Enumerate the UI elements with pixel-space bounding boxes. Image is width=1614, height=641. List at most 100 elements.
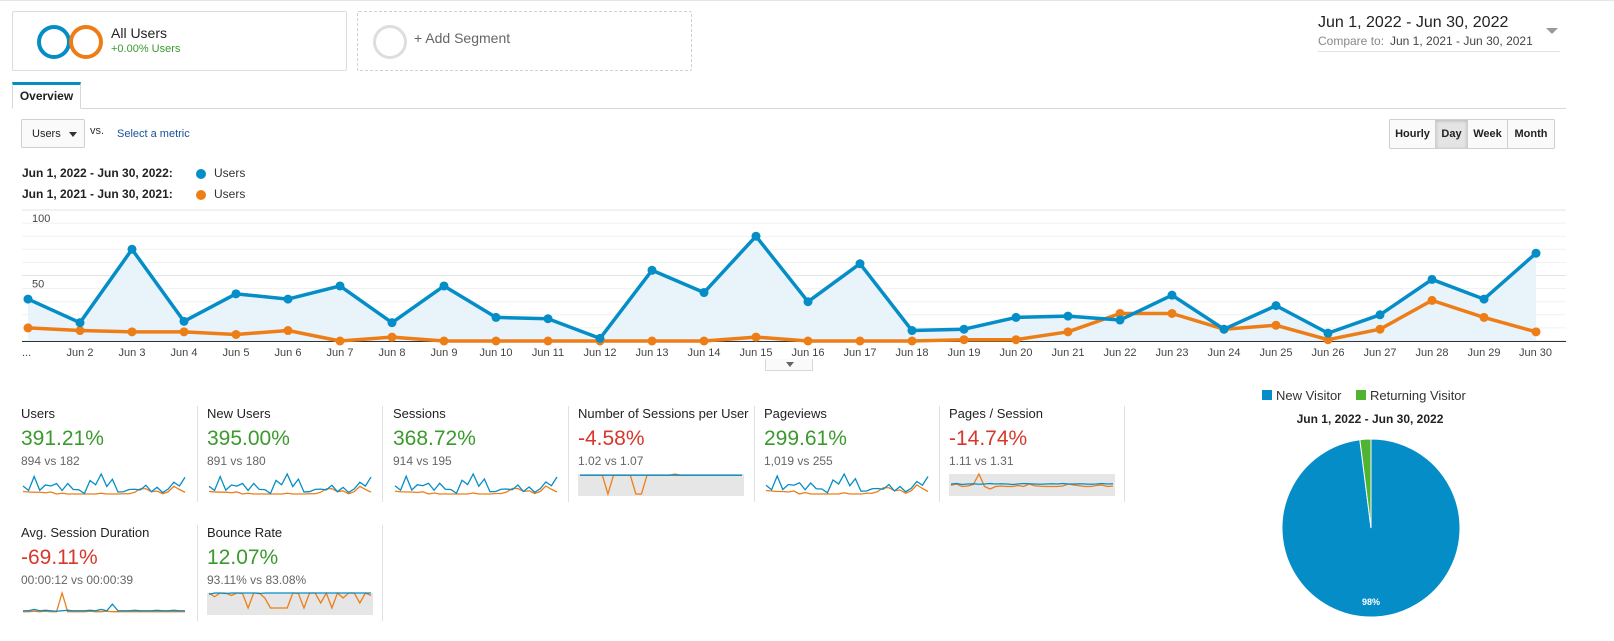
data-point-current[interactable]: [231, 289, 241, 299]
metric-comparison: 914 vs 195: [393, 454, 452, 468]
data-point-current[interactable]: [1115, 315, 1125, 325]
data-point-previous[interactable]: [959, 335, 969, 345]
data-point-previous[interactable]: [23, 323, 33, 333]
data-point-current[interactable]: [595, 333, 605, 343]
metric-tile[interactable]: Number of Sessions per User -4.58% 1.02 vs…: [578, 406, 763, 518]
data-point-previous[interactable]: [699, 336, 709, 346]
data-point-current[interactable]: [179, 316, 189, 326]
data-point-current[interactable]: [1167, 290, 1177, 300]
metric-tile[interactable]: Avg. Session Duration -69.11% 00:00:12 vs …: [21, 525, 206, 637]
data-point-current[interactable]: [335, 281, 345, 291]
data-point-current[interactable]: [127, 244, 137, 254]
data-point-previous[interactable]: [231, 329, 241, 339]
data-point-current[interactable]: [1427, 274, 1437, 284]
metric-tile[interactable]: Pages / Session -14.74% 1.11 vs 1.31: [949, 406, 1134, 518]
data-point-current[interactable]: [23, 294, 33, 304]
data-point-previous[interactable]: [179, 327, 189, 337]
data-point-current[interactable]: [1479, 294, 1489, 304]
data-point-previous[interactable]: [1375, 324, 1385, 334]
data-point-current[interactable]: [1063, 311, 1073, 321]
day-button[interactable]: Day: [1436, 120, 1468, 148]
data-point-current[interactable]: [751, 231, 761, 241]
data-point-previous[interactable]: [439, 336, 449, 346]
users-line-chart: 50 100... Jun 2 Jun 3 Jun 4 Jun 5 Jun 6 Jun 7 Ju…: [22, 209, 1566, 359]
data-point-previous[interactable]: [1115, 308, 1125, 318]
data-point-current[interactable]: [75, 318, 85, 328]
x-tick-label: Jun 24: [1207, 347, 1240, 359]
metric-sparkline: [394, 472, 558, 495]
data-point-current[interactable]: [1531, 248, 1541, 258]
data-point-previous[interactable]: [1167, 308, 1177, 318]
x-tick-label: ...: [22, 347, 31, 359]
week-button[interactable]: Week: [1468, 120, 1508, 148]
series-line-previous: [27, 298, 1537, 343]
metric-tile[interactable]: New Users 395.00% 891 vs 180: [207, 406, 392, 518]
chart-collapse-toggle[interactable]: [765, 359, 813, 371]
month-button[interactable]: Month: [1508, 120, 1554, 148]
tile-separator: [197, 406, 198, 502]
metric-percent-change: 12.07%: [207, 546, 279, 569]
segment-title: All Users: [111, 25, 168, 41]
data-point-current[interactable]: [387, 318, 397, 328]
data-point-current[interactable]: [803, 297, 813, 307]
data-point-previous[interactable]: [855, 336, 865, 346]
x-tick-label: Jun 3: [119, 347, 146, 359]
data-point-current[interactable]: [1323, 328, 1333, 338]
data-point-previous[interactable]: [647, 336, 657, 346]
data-point-previous[interactable]: [387, 332, 397, 342]
x-tick-label: Jun 5: [223, 347, 250, 359]
data-point-previous[interactable]: [75, 326, 85, 336]
sparkline-previous: [23, 590, 185, 613]
metric-tile[interactable]: Bounce Rate 12.07% 93.11% vs 83.08%: [207, 525, 392, 637]
data-point-previous[interactable]: [751, 332, 761, 342]
data-point-current[interactable]: [1375, 310, 1385, 320]
metric-tile[interactable]: Pageviews 299.61% 1,019 vs 255: [764, 406, 949, 518]
data-point-previous[interactable]: [1063, 327, 1073, 337]
select-a-metric-link[interactable]: Select a metric: [117, 128, 190, 140]
date-range-picker[interactable]: Jun 1, 2022 - Jun 30, 2022 Compare to: J…: [1318, 12, 1560, 52]
data-point-current[interactable]: [1271, 301, 1281, 311]
data-point-previous[interactable]: [907, 336, 917, 346]
data-point-current[interactable]: [543, 314, 553, 324]
metric-tile[interactable]: Users 391.21% 894 vs 182: [21, 406, 206, 518]
tile-separator: [568, 406, 569, 502]
data-point-previous[interactable]: [1427, 295, 1437, 305]
data-point-current[interactable]: [439, 281, 449, 291]
data-point-previous[interactable]: [491, 336, 501, 346]
legend-current-series: Users: [214, 166, 246, 180]
pie-slice-returning-visitor[interactable]: [1359, 438, 1372, 529]
data-point-previous[interactable]: [803, 336, 813, 346]
data-point-current[interactable]: [283, 294, 293, 304]
hourly-button[interactable]: Hourly: [1390, 120, 1436, 148]
data-point-current[interactable]: [491, 312, 501, 322]
x-tick-label: Jun 23: [1155, 347, 1188, 359]
data-point-current[interactable]: [1219, 324, 1229, 334]
data-point-previous[interactable]: [543, 336, 553, 346]
data-point-current[interactable]: [647, 265, 657, 275]
data-point-previous[interactable]: [335, 336, 345, 346]
tab-overview[interactable]: Overview: [12, 82, 81, 109]
data-point-current[interactable]: [699, 288, 709, 298]
x-tick-label: Jun 2: [67, 347, 94, 359]
data-point-previous[interactable]: [1479, 312, 1489, 322]
data-point-previous[interactable]: [1011, 335, 1021, 345]
data-point-previous[interactable]: [1531, 327, 1541, 337]
data-point-previous[interactable]: [1323, 335, 1333, 345]
segment-all-users[interactable]: All Users +0.00% Users: [12, 11, 347, 71]
tile-separator: [382, 406, 383, 502]
data-point-previous[interactable]: [283, 326, 293, 336]
data-point-current[interactable]: [907, 326, 917, 336]
data-point-current[interactable]: [855, 259, 865, 269]
data-point-previous[interactable]: [1271, 320, 1281, 330]
x-tick-label: Jun 12: [583, 347, 616, 359]
data-point-current[interactable]: [959, 324, 969, 334]
metric-dropdown[interactable]: Users: [21, 119, 85, 148]
returning-visitor-swatch-icon: [1356, 390, 1366, 400]
metric-comparison: 894 vs 182: [21, 454, 80, 468]
data-point-current[interactable]: [1011, 312, 1021, 322]
metric-tile[interactable]: Sessions 368.72% 914 vs 195: [393, 406, 578, 518]
data-point-previous[interactable]: [127, 327, 137, 337]
metric-sparkline: [22, 472, 186, 495]
metric-percent-change: -4.58%: [578, 427, 645, 450]
add-segment-button[interactable]: + Add Segment: [357, 11, 692, 71]
